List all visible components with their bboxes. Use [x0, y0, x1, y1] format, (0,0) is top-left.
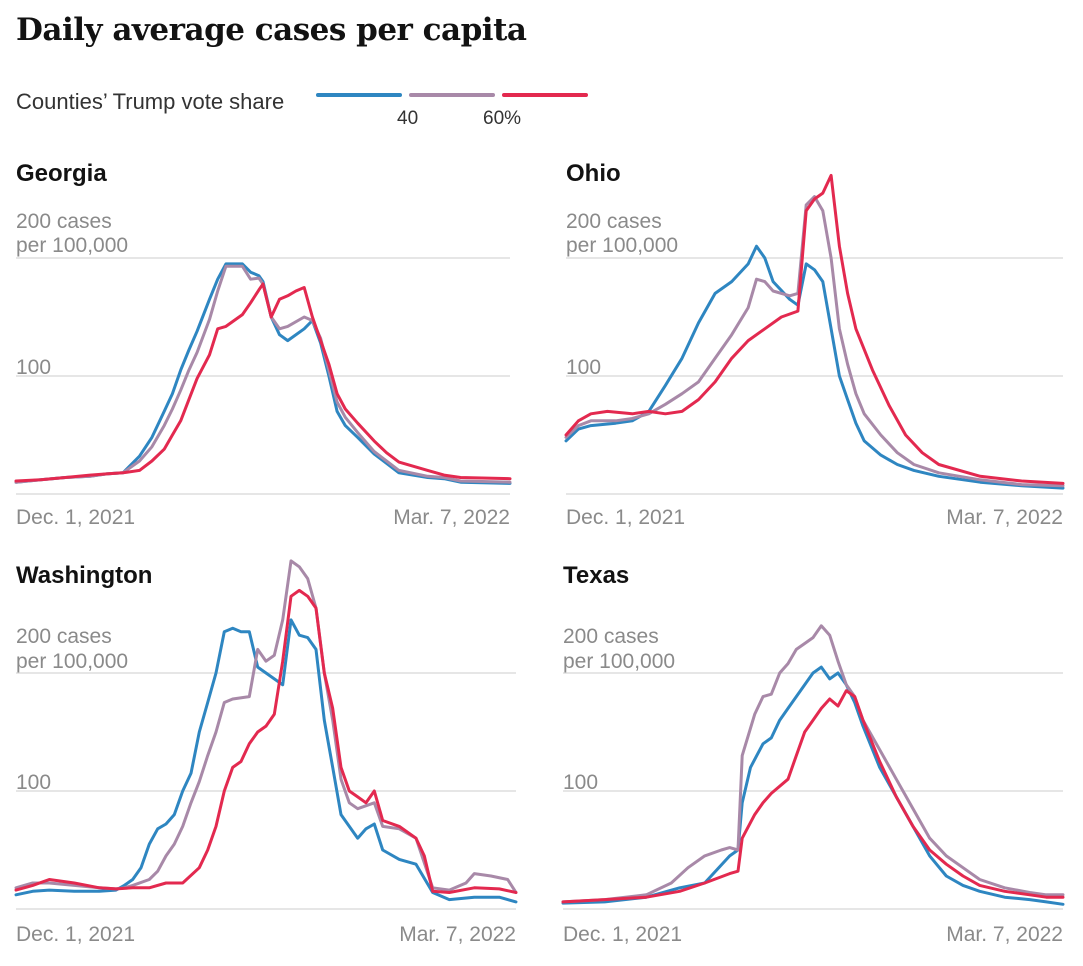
y-tick-label: 100 [563, 771, 598, 794]
y-tick-label: 100 [16, 771, 51, 794]
series-line-2 [14, 588, 518, 894]
chart-title: Daily average cases per capita [16, 12, 527, 48]
series-line-2 [14, 282, 512, 483]
series-line-0 [14, 618, 518, 904]
series-line-0 [561, 665, 1065, 906]
legend-swatch-high [502, 93, 588, 97]
y-tick-label: 100 [16, 356, 51, 379]
series-line-2 [561, 689, 1065, 904]
y-axis-label-line2: per 100,000 [566, 234, 678, 257]
y-axis-label-line1: 200 cases [16, 625, 112, 648]
y-axis-label-line1: 200 cases [16, 210, 112, 233]
x-tick-label-end: Mar. 7, 2022 [946, 923, 1063, 946]
y-axis-label-line1: 200 cases [566, 210, 662, 233]
x-tick-label-start: Dec. 1, 2021 [16, 923, 135, 946]
legend-label: Counties’ Trump vote share [16, 89, 285, 114]
x-tick-label-start: Dec. 1, 2021 [16, 506, 135, 529]
panel-washington: Washington 200 cases per 100,000 100 Dec. 1… [14, 559, 518, 952]
panel-texas: Texas 200 cases per 100,000 100 Dec. 1, 202… [561, 562, 1065, 952]
x-tick-label-end: Mar. 7, 2022 [946, 506, 1063, 529]
legend-swatch-mid [409, 93, 495, 97]
panel-title: Ohio [566, 160, 621, 187]
legend-tick-40: 40 [397, 108, 419, 129]
x-tick-label-start: Dec. 1, 2021 [566, 506, 685, 529]
x-tick-label-start: Dec. 1, 2021 [563, 923, 682, 946]
panel-title: Texas [563, 562, 630, 589]
series-line-1 [14, 264, 512, 484]
panel-ohio: Ohio 200 cases per 100,000 100 Dec. 1, 2021… [564, 160, 1065, 540]
legend-tick-60: 60% [483, 108, 522, 129]
panel-georgia: Georgia 200 cases per 100,000 100 Dec. 1, 2… [14, 160, 512, 540]
panel-title: Georgia [16, 160, 107, 187]
y-tick-label: 100 [566, 356, 601, 379]
y-axis-label-line2: per 100,000 [16, 650, 128, 673]
series-line-2 [564, 173, 1065, 485]
x-tick-label-end: Mar. 7, 2022 [399, 923, 516, 946]
panel-title: Washington [16, 562, 153, 589]
series-line-1 [561, 624, 1065, 904]
series-line-0 [14, 262, 512, 485]
x-tick-label-end: Mar. 7, 2022 [393, 506, 510, 529]
y-axis-label-line2: per 100,000 [16, 234, 128, 257]
legend-swatch-low [316, 93, 402, 97]
series-line-0 [564, 244, 1065, 490]
y-axis-label-line1: 200 cases [563, 625, 659, 648]
y-axis-label-line2: per 100,000 [563, 650, 675, 673]
